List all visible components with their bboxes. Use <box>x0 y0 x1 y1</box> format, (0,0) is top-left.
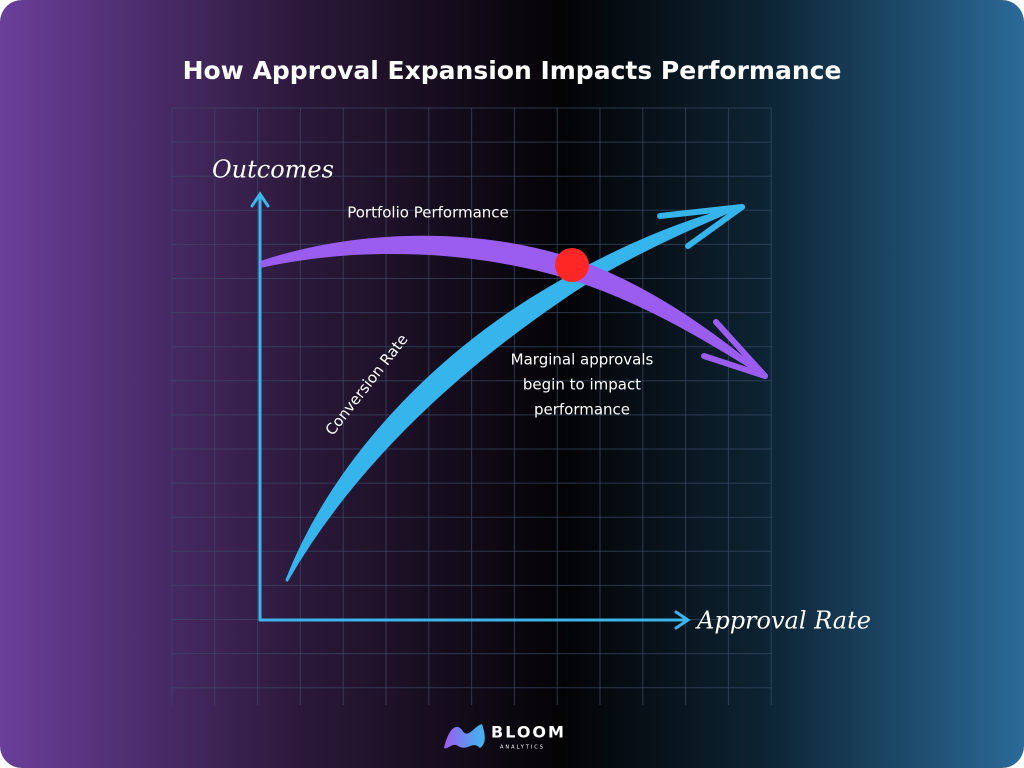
x-axis-label: Approval Rate <box>695 607 871 635</box>
y-axis-arrow <box>250 191 270 208</box>
logo-icon <box>444 724 485 749</box>
intersection-point <box>555 248 589 282</box>
title: How Approval Expansion Impacts Performan… <box>183 56 842 85</box>
annotation: begin to impact <box>523 376 641 394</box>
grid <box>171 107 772 705</box>
axes <box>250 191 691 630</box>
portfolio-arrowhead <box>701 319 768 379</box>
x-axis-arrow <box>674 610 691 630</box>
conversion-arrowhead <box>657 204 745 249</box>
logo: BLOOM ANALYTICS <box>444 723 566 751</box>
y-axis-label: Outcomes <box>212 156 334 184</box>
curve-label: Portfolio Performance <box>347 204 509 222</box>
logo-name: BLOOM <box>491 723 566 742</box>
annotation: Marginal approvals <box>511 351 654 369</box>
annotation: performance <box>534 401 630 419</box>
logo-tagline: ANALYTICS <box>500 745 545 751</box>
